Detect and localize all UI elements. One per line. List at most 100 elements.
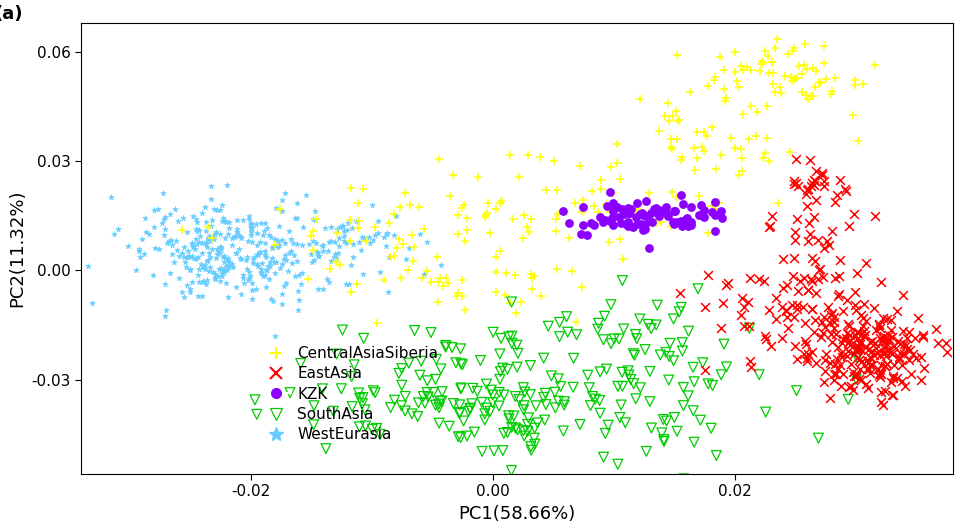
Point — [757, 487, 773, 496]
Point — [215, 214, 230, 223]
Point — [364, 201, 379, 209]
Point — [492, 199, 508, 207]
Point — [654, 218, 669, 226]
Point — [508, 271, 523, 279]
Point — [178, 263, 193, 271]
Point — [414, 357, 429, 366]
Point — [890, 337, 905, 346]
Point — [396, 240, 411, 248]
Point — [496, 391, 512, 399]
Point — [585, 392, 600, 401]
Point — [847, 331, 862, 339]
Point — [179, 227, 194, 236]
Point — [416, 392, 431, 401]
Point — [308, 216, 324, 225]
Point — [309, 238, 324, 247]
Point — [651, 127, 666, 135]
Point — [613, 219, 629, 228]
Point — [311, 249, 326, 257]
Point — [508, 308, 523, 317]
Point — [504, 298, 519, 306]
Point — [881, 345, 897, 354]
Point — [214, 264, 229, 272]
Point — [205, 233, 221, 241]
Point — [759, 134, 775, 143]
Point — [877, 348, 893, 356]
Point — [733, 144, 749, 153]
Point — [596, 335, 612, 344]
Point — [182, 288, 198, 296]
Point — [774, 334, 789, 342]
Point — [537, 416, 552, 425]
Point — [438, 343, 453, 351]
Point — [713, 206, 729, 215]
Point — [547, 388, 563, 396]
Point — [884, 350, 900, 358]
Point — [162, 269, 178, 277]
Point — [640, 320, 656, 329]
Point — [901, 356, 917, 365]
Point — [700, 270, 715, 279]
Point — [200, 243, 215, 251]
Point — [443, 192, 458, 201]
Point — [784, 76, 800, 85]
Point — [847, 75, 862, 84]
Point — [479, 380, 494, 388]
Point — [372, 267, 388, 276]
Point — [908, 354, 924, 363]
Point — [825, 87, 840, 95]
Point — [675, 347, 690, 355]
Point — [628, 394, 643, 403]
Point — [818, 75, 833, 83]
Point — [817, 244, 832, 252]
Point — [277, 251, 293, 259]
Point — [264, 244, 279, 252]
Point — [250, 410, 265, 419]
Point — [590, 207, 606, 216]
Point — [832, 256, 848, 264]
Point — [294, 241, 309, 249]
Point — [778, 72, 793, 80]
Point — [701, 229, 716, 238]
Point — [485, 399, 500, 407]
Point — [220, 181, 235, 189]
Point — [428, 375, 444, 384]
Point — [761, 68, 777, 77]
Point — [587, 221, 602, 229]
Point — [290, 305, 305, 314]
Point — [741, 298, 756, 306]
Point — [452, 401, 468, 409]
Point — [260, 262, 276, 270]
Point — [193, 232, 208, 241]
Point — [847, 350, 862, 358]
Point — [705, 208, 720, 216]
Point — [524, 274, 540, 282]
Point — [345, 240, 360, 249]
Point — [532, 153, 547, 162]
Point — [849, 306, 864, 314]
Point — [345, 402, 360, 411]
Point — [434, 260, 449, 269]
Point — [864, 337, 879, 346]
Point — [258, 252, 274, 261]
Point — [174, 288, 189, 296]
Point — [788, 179, 804, 188]
Point — [734, 154, 750, 162]
Point — [598, 200, 613, 209]
Point — [329, 225, 345, 233]
Point — [322, 278, 337, 286]
Point — [358, 237, 373, 246]
Point — [687, 165, 703, 174]
Point — [786, 43, 802, 52]
Point — [463, 404, 478, 412]
Point — [559, 313, 574, 321]
Point — [305, 215, 321, 223]
Point — [804, 305, 820, 313]
Point — [515, 234, 530, 243]
Point — [190, 253, 205, 262]
Point — [620, 222, 636, 230]
Point — [676, 383, 691, 392]
Point — [405, 257, 420, 266]
Point — [220, 260, 235, 269]
Point — [450, 432, 466, 441]
